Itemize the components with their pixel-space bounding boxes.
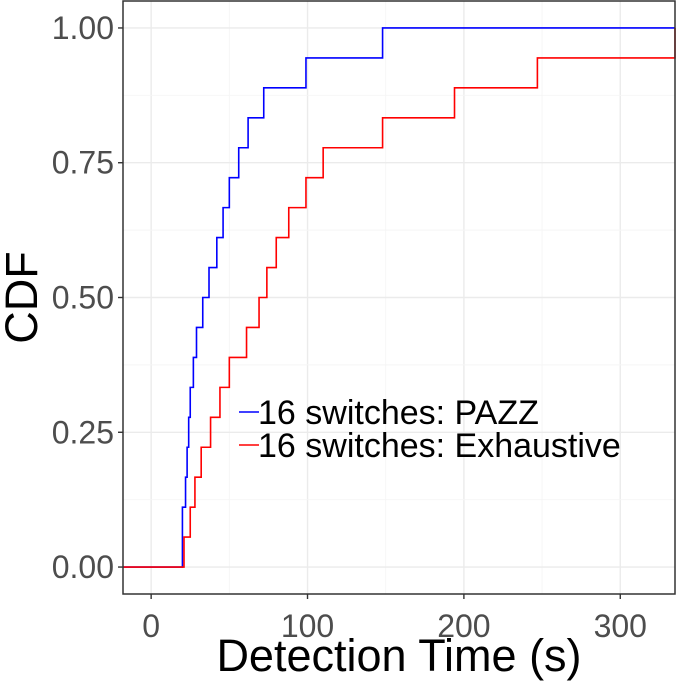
y-tick-label: 0.00 xyxy=(52,549,114,585)
y-axis-title: CDF xyxy=(0,251,47,343)
y-tick-label: 1.00 xyxy=(52,10,114,46)
series-line-pazz xyxy=(123,27,675,568)
y-tick-label: 0.50 xyxy=(52,280,114,316)
x-tick-label: 0 xyxy=(142,608,160,644)
legend-label: 16 switches: PAZZ xyxy=(258,394,539,432)
x-axis-title: Detection Time (s) xyxy=(216,630,581,681)
y-tick-label: 0.25 xyxy=(52,414,114,450)
legend-label: 16 switches: Exhaustive xyxy=(258,427,621,465)
series-lines xyxy=(123,27,676,568)
y-tick-label: 0.75 xyxy=(52,145,114,181)
grid xyxy=(123,1,675,594)
x-tick-label: 300 xyxy=(594,608,647,644)
axis-ticks: 0 100 200 300 0.00 0.25 0.50 0.75 1.00 xyxy=(52,10,647,644)
x-tick-label: 200 xyxy=(437,608,490,644)
x-tick-label: 100 xyxy=(281,608,334,644)
series-line-exhaustive xyxy=(123,27,676,568)
